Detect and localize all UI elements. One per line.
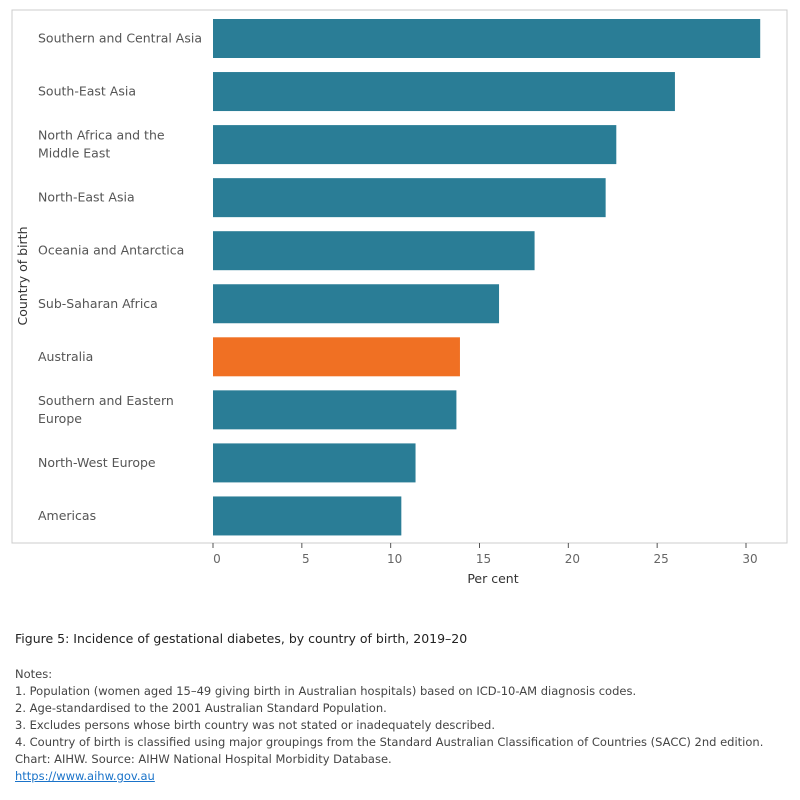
bar[interactable] [213, 337, 460, 377]
note-4: 4. Country of birth is classified using … [15, 735, 764, 749]
x-tick-label: 30 [742, 552, 757, 566]
category-label: North-West Europe [38, 455, 156, 470]
bar[interactable] [213, 284, 500, 324]
y-axis-title: Country of birth [15, 226, 30, 325]
bar-chart: Southern and Central Asia South-East Asia… [11, 9, 788, 586]
category-label: Sub-Saharan Africa [38, 296, 158, 311]
x-tick-label: 10 [387, 552, 402, 566]
note-1: 1. Population (women aged 15–49 giving b… [15, 684, 637, 698]
bar[interactable] [213, 125, 617, 165]
notes: Notes: 1. Population (women aged 15–49 g… [15, 666, 763, 785]
x-tick-label: 5 [302, 552, 310, 566]
x-axis-title: Per cent [467, 571, 518, 586]
category-label: Americas [38, 508, 96, 523]
category-label: North Africa and the Middle East [38, 128, 165, 161]
bar[interactable] [213, 390, 457, 430]
category-label: South-East Asia [38, 84, 136, 99]
bar[interactable] [213, 443, 416, 483]
category-label: Southern and Eastern Europe [38, 393, 174, 426]
category-label: Oceania and Antarctica [38, 243, 184, 258]
note-3: 3. Excludes persons whose birth country … [15, 718, 495, 732]
note-2: 2. Age-standardised to the 2001 Australi… [15, 701, 387, 715]
x-tick-label: 20 [565, 552, 580, 566]
x-tick-label: 25 [654, 552, 669, 566]
source-line: Chart: AIHW. Source: AIHW National Hospi… [15, 752, 392, 766]
bar[interactable] [213, 496, 402, 536]
figure-title: Figure 5: Incidence of gestational diabe… [15, 631, 468, 646]
aihw-link[interactable]: https://www.aihw.gov.au [15, 769, 155, 783]
bar[interactable] [213, 19, 761, 58]
category-label: Australia [38, 349, 93, 364]
bar[interactable] [213, 178, 606, 218]
x-tick-label: 15 [476, 552, 491, 566]
category-label: North-East Asia [38, 190, 135, 205]
notes-heading: Notes: [15, 667, 53, 681]
plot-frame [11, 9, 788, 544]
bar[interactable] [213, 72, 675, 112]
x-tick-label: 0 [213, 552, 221, 566]
category-label: Southern and Central Asia [38, 31, 202, 46]
bar[interactable] [213, 231, 535, 271]
